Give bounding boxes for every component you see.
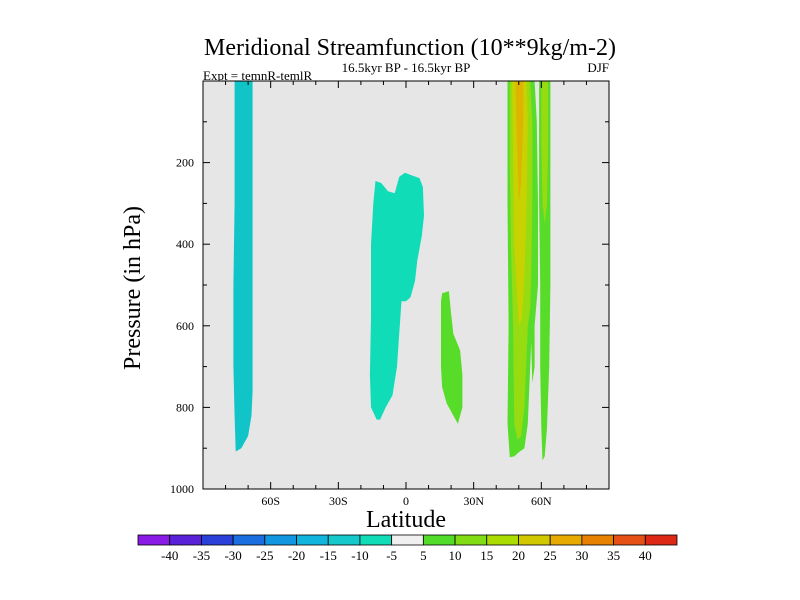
colorbar-swatch: [613, 534, 646, 546]
colorbar-swatch: [454, 534, 488, 546]
axis-ticks: 60S 30S 0 30N 60N 200 400 600 800 1000: [170, 81, 610, 508]
y-tick-label: 800: [176, 400, 194, 414]
colorbar-swatch: [422, 534, 456, 546]
colorbar-label: -20: [288, 548, 305, 563]
colorbar-label: 25: [544, 548, 557, 563]
colorbar-label: 15: [480, 548, 493, 563]
colorbar-swatch: [264, 534, 297, 546]
contour-region-nh-subtropical-positive-cell: [441, 291, 463, 424]
contour-region-tropical-negative-cell: [369, 172, 424, 420]
colorbar-swatch: [201, 534, 234, 546]
x-tick-label: 60N: [531, 494, 552, 508]
colorbar-swatch: [232, 534, 266, 546]
colorbar-swatch: [169, 534, 202, 546]
colorbar-label: -25: [256, 548, 273, 563]
contour-region-nh-high-lat-positive-band: [539, 81, 551, 461]
chart-title: Meridional Streamfunction (10**9kg/m-2): [204, 35, 616, 61]
colorbar-label: -10: [351, 548, 368, 563]
subtitle-experiment: Expt = temnR-temlR: [203, 68, 312, 83]
y-tick-label: 400: [176, 237, 194, 251]
contour-region-nh-high-lat-moderate-band: [541, 81, 549, 224]
colorbar-swatch: [327, 534, 361, 546]
colorbar-label: -30: [224, 548, 241, 563]
x-tick-label: 30S: [329, 494, 348, 508]
x-tick-label: 60S: [261, 494, 280, 508]
y-axis-label: Pressure (in hPa): [120, 206, 146, 370]
colorbar-label: -5: [386, 548, 397, 563]
y-tick-label: 200: [176, 156, 194, 170]
colorbar-label: 40: [639, 548, 652, 563]
subtitle-period: 16.5kyr BP - 16.5kyr BP: [342, 60, 471, 75]
y-tick-label: 600: [176, 319, 194, 333]
colorbar-swatch: [296, 534, 329, 546]
colorbar-label: 10: [449, 548, 462, 563]
colorbar-label: -40: [161, 548, 178, 563]
x-axis-label: Latitude: [366, 507, 446, 533]
colorbar-swatch: [359, 534, 393, 546]
colorbar-swatch: [137, 534, 171, 546]
contour-region-sh-high-lat-negative: [233, 81, 253, 452]
subtitle-season: DJF: [587, 60, 609, 75]
colorbar-label: -15: [320, 548, 337, 563]
colorbar-swatch: [486, 534, 519, 546]
contour-regions: [233, 81, 551, 461]
colorbar-swatch: [549, 534, 583, 546]
x-tick-label: 0: [403, 494, 409, 508]
colorbar-label: 30: [575, 548, 588, 563]
colorbar-label: 5: [420, 548, 427, 563]
contour-region-nh-midlat-jet-maximum: [515, 81, 524, 204]
x-tick-label: 30N: [463, 494, 484, 508]
colorbar-swatch: [391, 534, 424, 546]
colorbar-swatch: [581, 534, 614, 546]
colorbar-swatch: [644, 534, 678, 546]
colorbar-label: 20: [512, 548, 525, 563]
colorbar-swatch: [518, 534, 551, 546]
y-tick-label: 1000: [170, 482, 194, 496]
colorbar-label: -35: [193, 548, 210, 563]
contour-region-nh-midlat-jet-core: [512, 81, 528, 326]
colorbar-label: 35: [607, 548, 620, 563]
colorbar: -40 -35 -30 -25 -20 -15 -10 -5 5 10 15 20 25 30 35 40: [137, 534, 678, 563]
